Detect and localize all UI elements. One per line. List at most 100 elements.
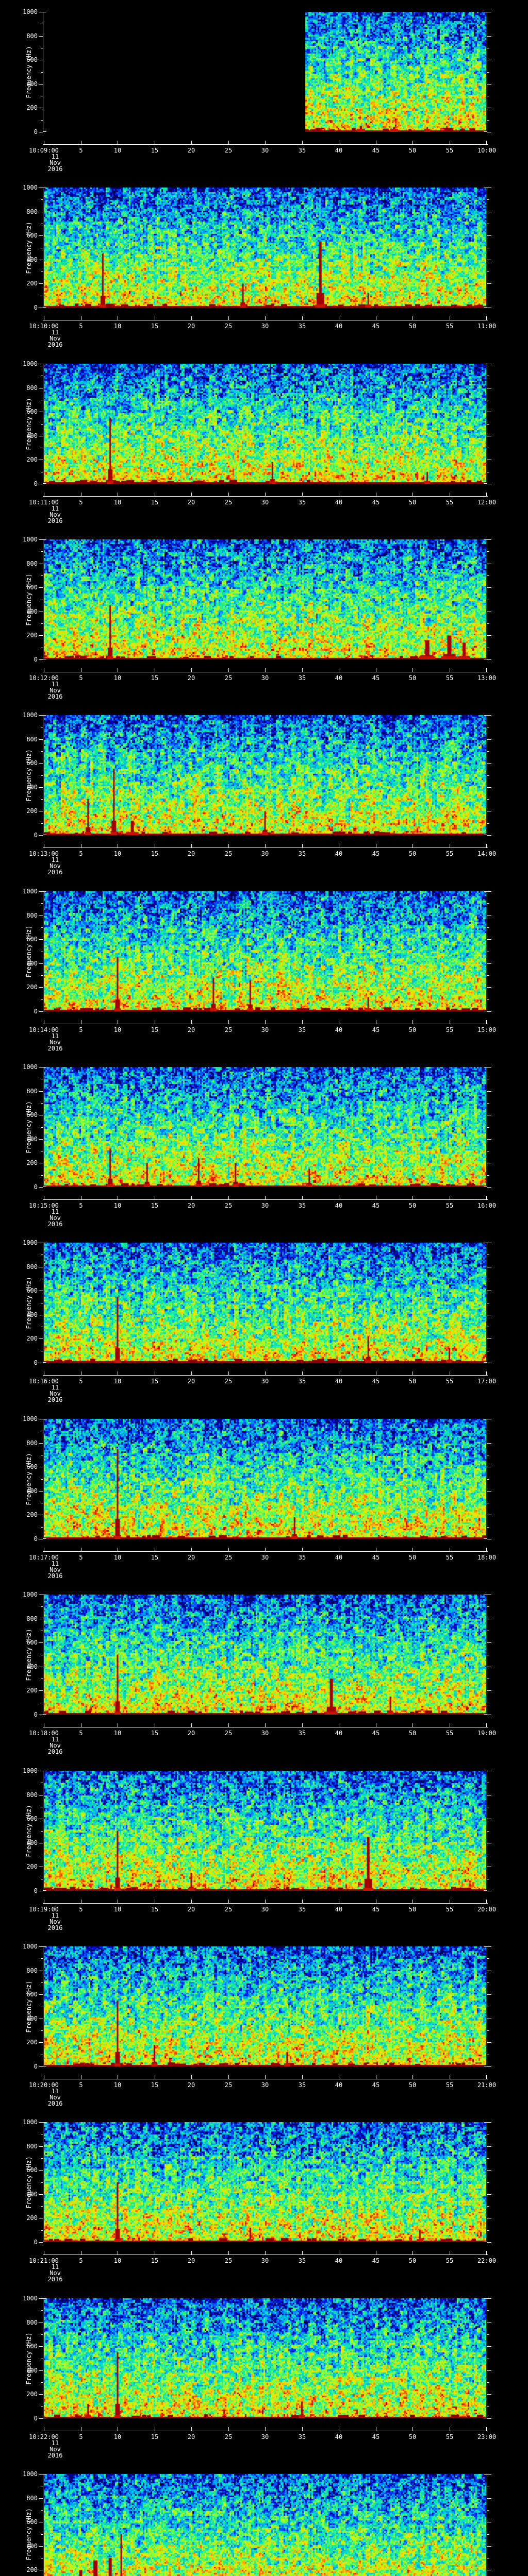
x-date-line: 2016 [47,1221,63,1228]
y-minor-tick [41,551,43,552]
y-major-tick-right [487,2546,491,2547]
y-major-tick-right [487,2298,491,2299]
y-tick-label: 200 [26,2039,38,2046]
x-end-time-label: 14:00 [477,850,497,857]
y-major-tick [39,1338,43,1339]
y-axis-label: Frequency (Hz) [25,1980,32,2033]
y-minor-tick [41,623,43,624]
x-date-line: 2016 [47,1396,63,1403]
x-end-time-label: 13:00 [477,674,497,682]
y-tick-label: 0 [34,1887,38,1894]
x-tick-label: 45 [372,1026,380,1033]
x-start-time-label: 10:14:00 [29,1026,59,1033]
y-major-tick-right [487,1139,491,1140]
x-major-tick [265,2075,266,2079]
y-minor-tick-right [487,1606,489,1607]
y-tick-label: 1000 [23,2470,38,2478]
y-major-tick [39,1187,43,1188]
y-minor-tick-right [487,2510,489,2511]
y-minor-tick [41,751,43,752]
y-tick-label: 600 [26,2343,38,2350]
y-axis-label: Frequency (Hz) [25,1276,32,1329]
x-tick-label: 55 [446,147,454,154]
x-tick-label: 50 [408,2081,417,2089]
y-major-tick-right [487,2122,491,2123]
x-major-tick [302,141,303,144]
y-minor-tick-right [487,775,489,776]
y-major-tick-right [487,1946,491,1947]
x-major-tick [486,1371,487,1375]
spectrogram-panel: Frequency (Hz) 1000 800 600 400 200 0 5 10 15 20 2… [0,879,528,1055]
x-tick-label: 5 [79,323,83,330]
x-major-tick [302,316,303,320]
spectrogram-image [44,2474,486,2576]
y-major-tick [39,715,43,716]
y-minor-tick [41,2534,43,2535]
y-minor-tick-right [487,975,489,976]
y-tick-label: 0 [34,304,38,311]
x-date-line: Nov [50,2269,61,2277]
x-major-tick [486,844,487,848]
x-end-time-label: 15:00 [477,1026,497,1033]
y-major-tick-right [487,587,491,588]
y-minor-tick [41,1831,43,1832]
spectrogram-image [44,2122,486,2242]
x-tick-label: 20 [187,850,195,857]
y-major-tick-right [487,1443,491,1444]
spectrogram-panel: Frequency (Hz) 1000 800 600 400 200 0 5 10 15 20 2… [0,1231,528,1406]
x-tick-label: 10 [113,499,122,506]
x-tick-label: 5 [79,1730,83,1737]
y-minor-tick-right [487,120,489,121]
y-minor-tick-right [487,2334,489,2335]
x-start-time-label: 10:11:00 [29,499,59,506]
y-tick-label: 200 [26,1511,38,1518]
y-major-tick-right [487,2042,491,2043]
x-date-line: 2016 [47,1045,63,1052]
x-major-tick [265,1371,266,1375]
y-tick-label: 600 [26,1463,38,1470]
x-tick-label: 30 [261,1906,269,1913]
spectrogram-image [44,1419,486,1539]
y-minor-tick-right [487,927,489,928]
y-minor-tick-right [487,424,489,425]
x-tick-label: 20 [187,2081,195,2089]
x-tick-label: 50 [408,1906,417,1913]
x-major-tick [486,2075,487,2079]
x-tick-label: 25 [224,2081,233,2089]
y-axis-label: Frequency (Hz) [25,221,32,274]
x-major-tick [302,1723,303,1727]
y-minor-tick-right [487,72,489,73]
x-major-tick [265,1020,266,1024]
y-tick-label: 200 [26,104,38,111]
y-tick-label: 0 [34,656,38,663]
y-axis-cap-top [43,1946,46,1947]
y-tick-label: 800 [26,560,38,567]
y-tick-label: 200 [26,2566,38,2573]
x-tick-label: 35 [298,1730,306,1737]
x-major-tick [191,2075,192,2079]
x-major-tick [302,1548,303,1551]
x-major-tick [191,1020,192,1024]
x-tick-label: 55 [446,1378,454,1385]
x-tick-label: 10 [113,1554,122,1561]
x-start-time-label: 10:15:00 [29,1202,59,1209]
y-tick-label: 1000 [23,1063,38,1071]
x-major-tick [412,1548,413,1551]
y-major-tick [39,2346,43,2347]
spectrogram-image [44,12,486,132]
x-major-tick [486,1196,487,1199]
y-tick-label: 0 [34,1535,38,1543]
x-major-tick [302,493,303,496]
y-axis-right-cap-top [484,2122,487,2123]
x-tick-label: 50 [408,323,417,330]
y-major-tick [39,539,43,540]
y-major-tick [39,739,43,740]
x-tick-label: 10 [113,2257,122,2264]
x-major-tick [191,141,192,144]
spectrogram-image [44,2298,486,2418]
x-date-line: Nov [50,159,61,166]
x-major-tick [486,668,487,672]
y-major-tick [39,835,43,836]
x-date-line: 11 [51,1736,59,1743]
x-end-time-label: 20:00 [477,1906,497,1913]
